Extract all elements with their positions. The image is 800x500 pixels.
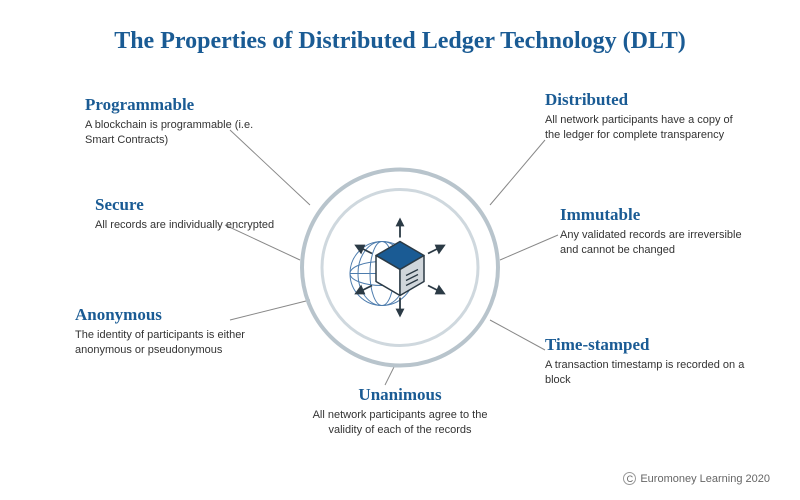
property-heading: Programmable [85,95,285,115]
property-timestamped: Time-stamped A transaction timestamp is r… [545,335,745,388]
footer-credit: C Euromoney Learning 2020 [623,472,770,485]
property-description: All network participants agree to the va… [300,408,500,438]
dlt-cube-icon [290,158,510,378]
footer-text: Euromoney Learning 2020 [640,473,770,485]
property-description: All network participants have a copy of … [545,113,745,143]
property-description: A blockchain is programmable (i.e. Smart… [85,118,285,148]
property-description: A transaction timestamp is recorded on a… [545,358,745,388]
property-heading: Secure [95,195,274,215]
property-description: Any validated records are irreversible a… [560,228,760,258]
copyright-icon: C [623,472,636,485]
property-anonymous: Anonymous The identity of participants is… [75,305,275,358]
property-unanimous: Unanimous All network participants agree … [300,385,500,438]
property-description: The identity of participants is either a… [75,328,275,358]
property-heading: Anonymous [75,305,275,325]
property-immutable: Immutable Any validated records are irrev… [560,205,760,258]
property-description: All records are individually encrypted [95,218,274,233]
page-title: The Properties of Distributed Ledger Tec… [0,28,800,55]
property-secure: Secure All records are individually encry… [95,195,274,233]
property-heading: Distributed [545,90,745,110]
property-heading: Time-stamped [545,335,745,355]
property-distributed: Distributed All network participants have… [545,90,745,143]
center-graphic [290,158,510,383]
property-heading: Unanimous [300,385,500,405]
property-programmable: Programmable A blockchain is programmable… [85,95,285,148]
property-heading: Immutable [560,205,760,225]
